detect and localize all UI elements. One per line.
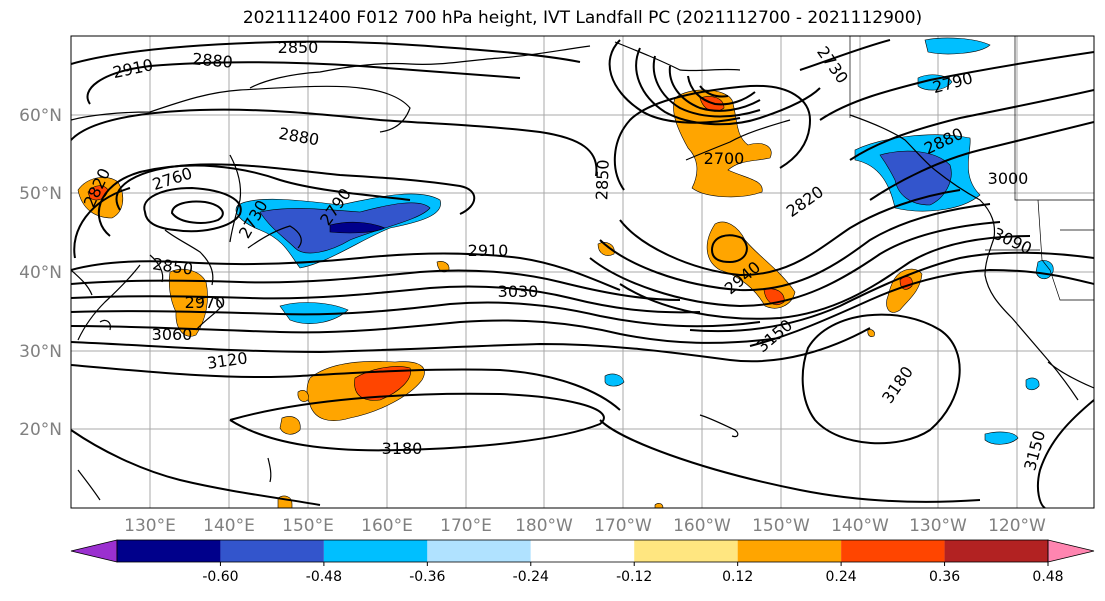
- longitude-labels: 130°E 140°E 150°E 160°E 170°E 180°W 170°…: [124, 516, 1046, 536]
- contour-label: 2970: [185, 293, 226, 312]
- colorbar-label: 0.24: [826, 569, 857, 585]
- contour-label: 3180: [382, 439, 423, 458]
- colorbar-ticks: -0.60 -0.48 -0.36 -0.24 -0.12 0.12 0.24 0.36 0.4…: [202, 562, 1064, 585]
- lon-label: 180°W: [515, 516, 573, 536]
- lon-label: 120°W: [988, 516, 1046, 536]
- colorbar-label: -0.12: [616, 569, 652, 585]
- ivt-positive-regions: [77, 89, 923, 508]
- lon-label: 140°W: [831, 516, 889, 536]
- contour-label: 2880: [191, 49, 233, 71]
- colorbar-label: 0.48: [1032, 569, 1063, 585]
- ivt-negative-regions: [235, 37, 1054, 445]
- contour-label: 2700: [704, 149, 745, 168]
- colorbar-label: -0.60: [202, 569, 238, 585]
- lon-label: 130°W: [909, 516, 967, 536]
- lon-label: 170°E: [440, 516, 492, 536]
- graticule: [71, 36, 1094, 508]
- lon-label: 170°W: [594, 516, 652, 536]
- contour-label: 2850: [592, 159, 612, 200]
- colorbar-segment: [427, 540, 531, 562]
- contour-label: 3060: [152, 325, 193, 344]
- colorbar-segment: [841, 540, 945, 562]
- colorbar-label: -0.48: [306, 569, 342, 585]
- colorbar-segment: [220, 540, 324, 562]
- lon-label: 140°E: [203, 516, 255, 536]
- colorbar-segment: [323, 540, 428, 562]
- lat-label: 50°N: [19, 184, 62, 204]
- colorbar-label: 0.36: [929, 569, 960, 585]
- colorbar-extension-high: [1047, 539, 1095, 563]
- lat-label: 40°N: [19, 263, 62, 283]
- coastlines: [71, 41, 1094, 501]
- map-title: 2021112400 F012 700 hPa height, IVT Land…: [242, 8, 923, 28]
- colorbar-label: -0.36: [409, 569, 445, 585]
- colorbar-segment: [530, 540, 635, 562]
- contour-label: 3000: [988, 169, 1029, 188]
- lat-label: 60°N: [19, 106, 62, 126]
- contour-label: 2850: [278, 38, 319, 57]
- colorbar-segment: [117, 540, 221, 562]
- colorbar: [70, 539, 1095, 563]
- lon-label: 160°E: [361, 516, 413, 536]
- lon-label: 150°E: [282, 516, 334, 536]
- colorbar-segment: [634, 540, 738, 562]
- lon-label: 130°E: [124, 516, 176, 536]
- colorbar-outline: [116, 539, 1049, 563]
- contour-label: 3030: [498, 282, 539, 301]
- colorbar-extension-low: [70, 539, 118, 563]
- map-frame: [70, 35, 1095, 509]
- colorbar-segment: [737, 540, 842, 562]
- lon-label: 150°W: [752, 516, 810, 536]
- colorbar-label: 0.12: [722, 569, 753, 585]
- latitude-labels: 60°N 50°N 40°N 30°N 20°N: [19, 106, 62, 440]
- boundaries: [849, 36, 1094, 301]
- lat-label: 30°N: [19, 342, 62, 362]
- contour-label: 2910: [468, 241, 509, 260]
- colorbar-segment: [944, 540, 1048, 562]
- lon-label: 160°W: [673, 516, 731, 536]
- colorbar-label: -0.24: [513, 569, 549, 585]
- lat-label: 20°N: [19, 420, 62, 440]
- height-contours: [71, 39, 1094, 508]
